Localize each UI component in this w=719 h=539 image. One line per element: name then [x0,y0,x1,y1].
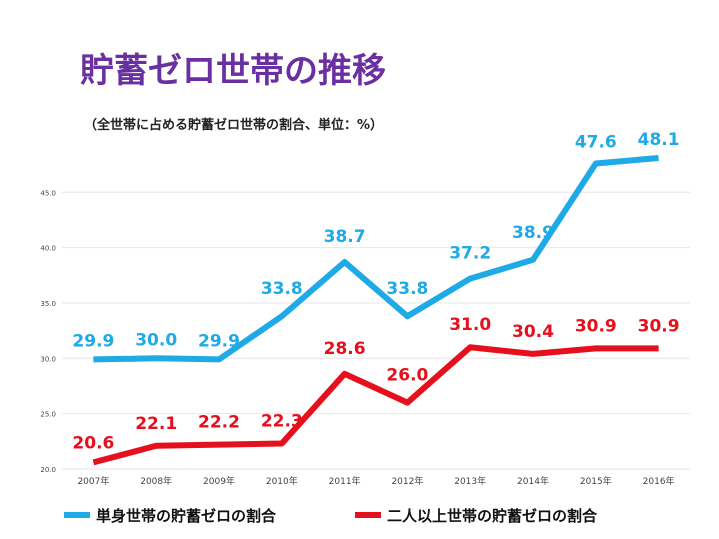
x-tick-label: 2009年 [203,475,235,487]
x-tick-label: 2010年 [266,475,298,487]
data-labels: 29.9 30.0 29.9 33.8 38.7 33.8 37.2 38.9 47.6 48.1… [72,130,679,453]
series-line-single [93,154,659,363]
y-tick-label: 30.0 [40,355,56,363]
data-label: 22.1 [135,414,177,434]
data-label: 28.6 [324,339,366,359]
y-tick-label: 35.0 [40,300,56,308]
x-tick-label: 2015年 [580,475,612,487]
y-tick-label: 20.0 [40,466,56,474]
data-label: 30.9 [638,316,680,336]
data-label: 22.3 [261,412,303,432]
x-tick-label: 2008年 [140,475,172,487]
data-label: 29.9 [198,331,240,351]
data-label: 26.0 [386,366,428,386]
data-label: 38.9 [512,223,554,243]
series-line-multi [92,344,659,466]
data-label: 22.2 [198,413,240,433]
data-label: 33.8 [386,279,428,299]
legend-label: 単身世帯の貯蓄ゼロの割合 [96,507,277,525]
data-label: 30.4 [512,322,554,342]
series-lines [92,154,659,466]
x-axis-ticks: 2007年 2008年 2009年 2010年 2011年 2012年 2013年 2014年… [77,475,674,487]
data-label: 38.7 [324,227,366,247]
x-tick-label: 2014年 [517,475,549,487]
data-label: 29.9 [72,331,114,351]
x-tick-label: 2016年 [643,475,675,487]
chart-subtitle: （全世帯に占める貯蓄ゼロ世帯の割合、単位：%） [84,117,383,133]
legend-label: 二人以上世帯の貯蓄ゼロの割合 [387,507,598,525]
x-tick-label: 2011年 [329,475,361,487]
x-tick-label: 2012年 [391,475,423,487]
data-label: 37.2 [449,244,491,264]
data-label: 33.8 [261,279,303,299]
data-label: 48.1 [638,130,680,150]
chart-title: 貯蓄ゼロ世帯の推移 [80,51,386,91]
y-tick-label: 40.0 [40,245,56,253]
y-tick-label: 45.0 [40,189,56,197]
y-tick-label: 25.0 [40,411,56,419]
x-tick-label: 2013年 [454,475,486,487]
data-label: 47.6 [575,132,617,152]
data-label: 20.6 [72,433,114,453]
data-label: 31.0 [449,315,491,335]
data-label: 30.9 [575,316,617,336]
x-tick-label: 2007年 [77,475,109,487]
data-label: 30.0 [135,330,177,350]
y-axis-ticks: 20.0 25.0 30.0 35.0 40.0 45.0 [40,189,56,474]
legend: 単身世帯の貯蓄ゼロの割合 二人以上世帯の貯蓄ゼロの割合 [64,507,598,525]
